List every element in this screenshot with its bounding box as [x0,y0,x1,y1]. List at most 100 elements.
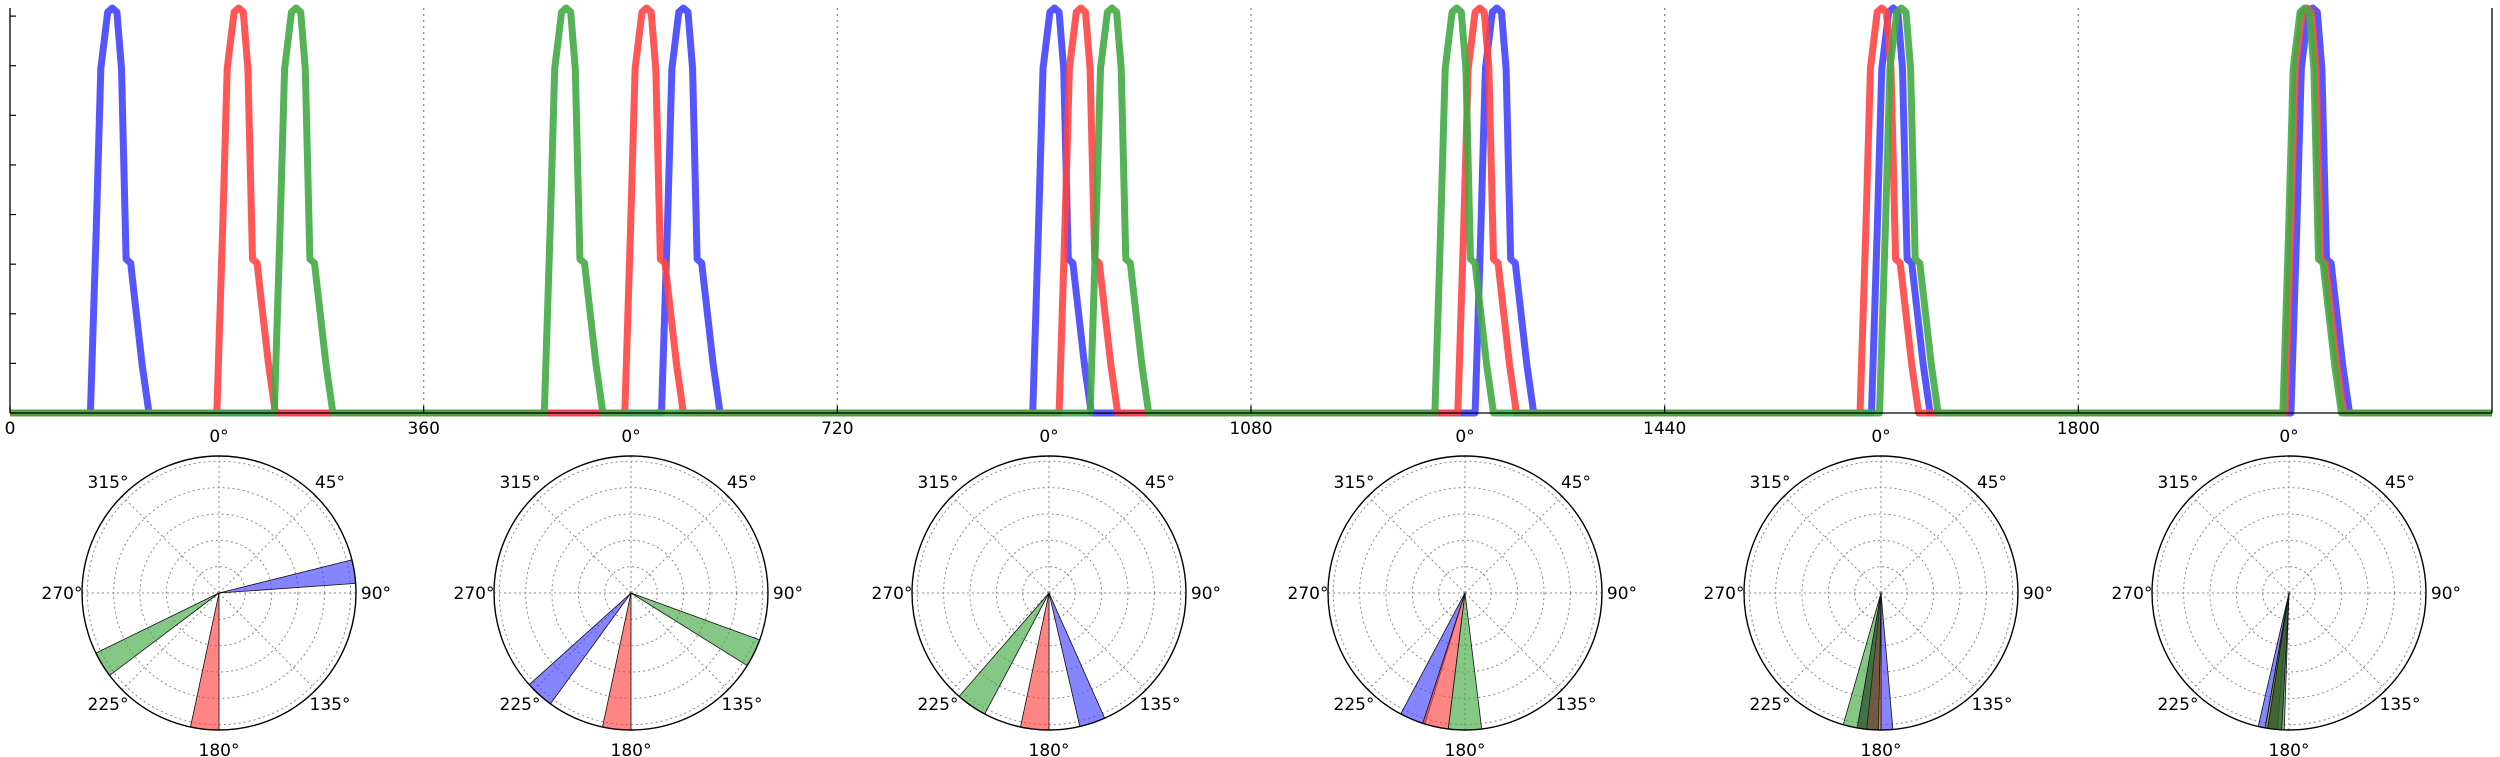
polar-theta-label-0: 0° [1871,427,1890,447]
polar-theta-label-90: 90° [773,584,803,604]
polar-spoke-135 [218,592,317,691]
polar-theta-label-45: 45° [315,473,345,493]
polar-theta-label-90: 90° [1191,584,1221,604]
polar-chart-3: 0° 45° 90° 135° 180° 225° 270° 315° [872,427,1222,757]
polar-theta-label-135: 135° [1972,695,2013,715]
polar-wedge-red [190,592,220,731]
polar-theta-label-315: 315° [88,473,129,493]
polar-ring-3 [551,513,711,673]
polar-ring-2 [1411,539,1519,647]
polar-theta-label-0: 0° [1039,427,1058,447]
polar-theta-label-180: 180° [1445,741,1486,757]
polar-theta-label-90: 90° [2431,584,2461,604]
polar-theta-label-180: 180° [2269,741,2310,757]
x-tick-label-3: 1080 [1229,419,1272,439]
polar-frame [1327,455,1603,731]
polar-theta-label-225: 225° [2158,695,2199,715]
polar-theta-label-90: 90° [1607,584,1637,604]
polar-chart-5: 0° 45° 90° 135° 180° 225° 270° 315° [1704,427,2054,757]
polar-theta-label-315: 315° [918,473,959,493]
polar-spoke-315 [1367,495,1466,594]
polar-theta-label-315: 315° [2158,473,2199,493]
polar-ring-2 [577,539,685,647]
polar-ring-2 [1827,539,1935,647]
polar-wedge-red [602,592,632,731]
polar-theta-label-225: 225° [1334,695,1375,715]
polar-spoke-45 [2288,495,2387,594]
polar-frame [2151,455,2427,731]
polar-wedge-dark [2267,592,2290,731]
polar-theta-label-45: 45° [727,473,757,493]
x-tick-label-4: 1440 [1643,419,1686,439]
polar-theta-label-270: 270° [454,584,495,604]
polar-theta-label-180: 180° [1861,741,1902,757]
polar-ring-3 [969,513,1129,673]
polar-theta-label-270: 270° [1288,584,1329,604]
polar-theta-label-45: 45° [1977,473,2007,493]
polar-chart-1: 0° 45° 90° 135° 180° 225° 270° 315° [42,427,392,757]
polar-spoke-315 [1783,495,1882,594]
polar-wedge-green [95,592,220,676]
polar-theta-label-225: 225° [88,695,129,715]
polar-ring-3 [139,513,299,673]
polar-frame [911,455,1187,731]
polar-theta-label-135: 135° [1140,695,1181,715]
polar-ring-2 [2235,539,2343,647]
polar-ring-2 [165,539,273,647]
x-tick-label-5: 1800 [2057,419,2100,439]
polar-spoke-315 [951,495,1050,594]
polar-theta-label-90: 90° [361,584,391,604]
polar-theta-label-270: 270° [1704,584,1745,604]
polar-ring-3 [2209,513,2369,673]
polar-theta-label-45: 45° [1145,473,1175,493]
polar-frame [81,455,357,731]
polar-ring-3 [1385,513,1545,673]
polar-theta-label-270: 270° [42,584,83,604]
polar-theta-label-315: 315° [1334,473,1375,493]
polar-theta-label-0: 0° [1455,427,1474,447]
line-chart: 0 360 720 1080 1440 1800 [5,4,2493,439]
polar-chart-4: 0° 45° 90° 135° 180° 225° 270° 315° [1288,427,1638,757]
polar-theta-label-135: 135° [310,695,351,715]
polar-theta-label-0: 0° [2279,427,2298,447]
polar-theta-label-270: 270° [872,584,913,604]
polar-theta-label-0: 0° [209,427,228,447]
polar-spoke-45 [1880,495,1979,594]
polar-spoke-45 [1048,495,1147,594]
polar-wedge-blue [1880,592,1894,731]
polar-theta-label-315: 315° [1750,473,1791,493]
polar-spoke-315 [533,495,632,594]
polar-spoke-135 [2288,592,2387,691]
polar-wedge-dark [1856,592,1882,731]
polar-theta-label-225: 225° [1750,695,1791,715]
polar-theta-label-225: 225° [500,695,541,715]
polar-theta-label-45: 45° [1561,473,1591,493]
polar-theta-label-270: 270° [2112,584,2153,604]
polar-wedge-blue [1048,592,1106,727]
polar-theta-label-180: 180° [199,741,240,757]
polar-theta-label-180: 180° [1029,741,1070,757]
polar-spoke-45 [630,495,729,594]
polar-ring-2 [995,539,1103,647]
polar-ring-3 [1801,513,1961,673]
polar-theta-label-0: 0° [621,427,640,447]
x-tick-label-2: 720 [821,419,853,439]
polar-spoke-135 [1880,592,1979,691]
x-tick-label-0: 0 [5,419,16,439]
polar-chart-2: 0° 45° 90° 135° 180° 225° 270° 315° [454,427,804,757]
polar-spoke-315 [2191,495,2290,594]
x-tick-label-1: 360 [407,419,439,439]
polar-theta-label-135: 135° [722,695,763,715]
polar-theta-label-180: 180° [611,741,652,757]
polar-spoke-135 [1464,592,1563,691]
polar-theta-label-135: 135° [2380,695,2421,715]
polar-charts: 0° 45° 90° 135° 180° 225° 270° 315° 0° 45° 90° 135°… [42,427,2462,757]
polar-frame [493,455,769,731]
polar-chart-6: 0° 45° 90° 135° 180° 225° 270° 315° [2112,427,2462,757]
polar-theta-label-45: 45° [2385,473,2415,493]
polar-theta-label-135: 135° [1556,695,1597,715]
polar-spoke-45 [1464,495,1563,594]
polar-frame [1743,455,2019,731]
polar-theta-label-90: 90° [2023,584,2053,604]
